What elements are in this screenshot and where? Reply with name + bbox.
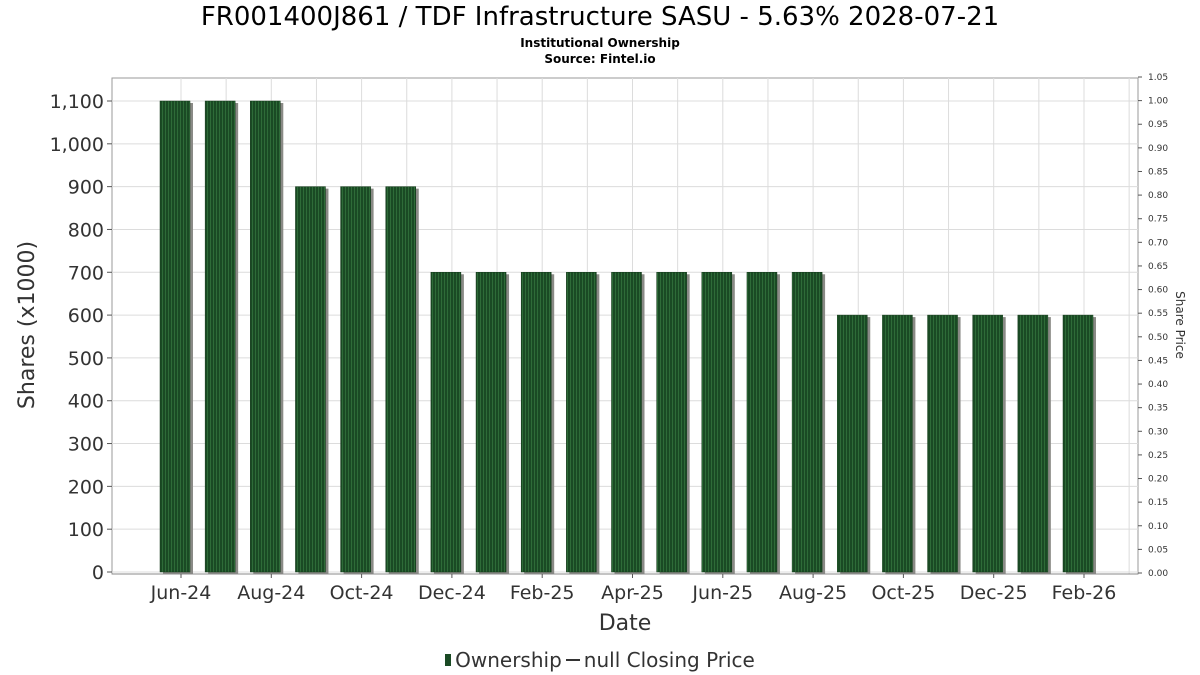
- ownership-bar[interactable]: [837, 314, 868, 573]
- y-tick-label: 500: [68, 348, 104, 370]
- y2-tick-label: 0.95: [1148, 120, 1168, 130]
- x-tick-label: Oct-25: [871, 582, 935, 604]
- y-axis-title: Shares (x1000): [15, 241, 40, 409]
- x-tick-label: Oct-24: [330, 582, 394, 604]
- ownership-bar[interactable]: [159, 100, 191, 573]
- y2-tick-label: 0.10: [1148, 522, 1168, 532]
- ownership-bar[interactable]: [385, 186, 416, 573]
- ownership-bar[interactable]: [791, 272, 823, 573]
- ownership-bar[interactable]: [927, 314, 958, 573]
- x-tick-label: Apr-25: [601, 582, 664, 604]
- chart-subtitle: Institutional Ownership: [520, 36, 680, 50]
- ownership-bar[interactable]: [1062, 314, 1094, 573]
- x-axis-title: Date: [599, 611, 652, 636]
- ownership-bar[interactable]: [566, 272, 597, 573]
- ownership-bar[interactable]: [250, 100, 281, 573]
- y2-tick-label: 0.90: [1148, 144, 1168, 154]
- y2-tick-label: 1.00: [1148, 97, 1168, 107]
- ownership-bar[interactable]: [1017, 314, 1049, 573]
- y2-tick-label: 0.75: [1148, 215, 1168, 225]
- legend-ownership[interactable]: Ownership: [455, 648, 562, 672]
- y2-tick-label: 0.25: [1148, 451, 1168, 461]
- y-tick-label: 400: [68, 391, 104, 413]
- y2-tick-label: 0.70: [1148, 238, 1168, 248]
- ownership-bar[interactable]: [972, 314, 1003, 573]
- ownership-bar[interactable]: [204, 100, 236, 573]
- y2-tick-label: 0.55: [1148, 309, 1168, 319]
- ownership-legend-swatch: [445, 654, 452, 666]
- x-tick-label: Feb-25: [510, 582, 575, 604]
- x-tick-label: Aug-24: [237, 582, 305, 604]
- ownership-bar[interactable]: [340, 186, 371, 573]
- y2-tick-label: 0.60: [1148, 286, 1168, 296]
- ownership-bar[interactable]: [882, 314, 913, 573]
- y-tick-label: 600: [68, 305, 104, 327]
- y2-tick-label: 0.20: [1148, 475, 1168, 485]
- y2-tick-label: 0.15: [1148, 498, 1168, 508]
- ownership-bar[interactable]: [746, 272, 778, 573]
- chart-source: Source: Fintel.io: [544, 52, 656, 66]
- ownership-bar[interactable]: [611, 272, 642, 573]
- y2-tick-label: 0.05: [1148, 545, 1168, 555]
- y-tick-label: 1,100: [50, 91, 104, 113]
- y-tick-label: 100: [68, 519, 104, 541]
- x-tick-label: Aug-25: [779, 582, 847, 604]
- y2-tick-label: 0.80: [1148, 191, 1168, 201]
- y2-tick-label: 0.65: [1148, 262, 1168, 272]
- closing-price-legend-line: [565, 659, 580, 661]
- y-tick-label: 900: [68, 177, 104, 199]
- x-tick-label: Jun-24: [150, 582, 212, 604]
- x-tick-label: Feb-26: [1052, 582, 1117, 604]
- y-tick-label: 800: [68, 219, 104, 241]
- y-tick-label: 1,000: [50, 134, 104, 156]
- y2-tick-label: 0.00: [1148, 569, 1168, 579]
- ownership-bar[interactable]: [430, 272, 462, 573]
- y-tick-label: 700: [68, 262, 104, 284]
- ownership-bar[interactable]: [475, 272, 507, 573]
- chart-title: FR001400J861 / TDF Infrastructure SASU -…: [200, 2, 1000, 32]
- x-tick-label: Jun-25: [691, 582, 753, 604]
- y-tick-label: 200: [68, 476, 104, 498]
- y-tick-label: 300: [68, 434, 104, 456]
- ownership-bar[interactable]: [295, 186, 326, 573]
- ownership-bar[interactable]: [520, 272, 552, 573]
- x-tick-label: Dec-24: [418, 582, 486, 604]
- legend-closing-price[interactable]: null Closing Price: [583, 648, 755, 672]
- y2-tick-label: 0.35: [1148, 404, 1168, 414]
- y2-tick-label: 0.30: [1148, 427, 1168, 437]
- y2-tick-label: 0.40: [1148, 380, 1168, 390]
- chart-legend: Ownership null Closing Price: [0, 648, 1200, 672]
- y2-tick-label: 0.50: [1148, 333, 1168, 343]
- x-tick-label: Dec-25: [960, 582, 1028, 604]
- ownership-bar[interactable]: [656, 272, 687, 573]
- y2-tick-label: 1.05: [1148, 73, 1168, 83]
- y2-tick-label: 0.85: [1148, 167, 1168, 177]
- ownership-bar[interactable]: [701, 272, 733, 573]
- y2-tick-label: 0.45: [1148, 356, 1168, 366]
- y2-axis-title: Share Price: [1173, 291, 1187, 359]
- y-tick-label: 0: [92, 562, 104, 584]
